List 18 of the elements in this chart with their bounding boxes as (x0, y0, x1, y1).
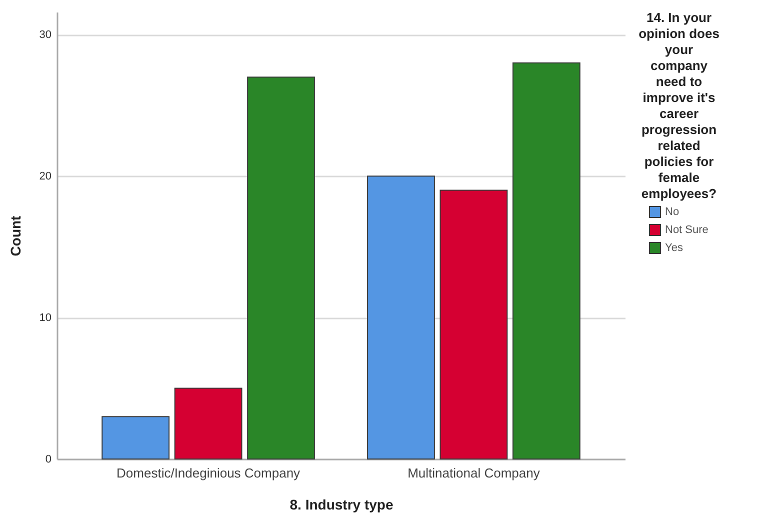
legend-label: Yes (665, 242, 684, 254)
x-axis-title: 8. Industry type (290, 496, 394, 512)
bar (512, 62, 580, 460)
y-tick-label: 30 (39, 29, 52, 42)
x-tick-label: Multinational Company (408, 466, 540, 480)
y-tick-label: 0 (45, 454, 52, 466)
y-axis-title: Count (7, 215, 24, 256)
text: 14. In your opinion does your company need to improve it's career progression related policies for female employees? (638, 10, 720, 201)
y-tick-label: 10 (39, 312, 52, 324)
legend-label: Not Sure (665, 224, 708, 236)
y-tick-label: 20 (39, 170, 52, 183)
bar (367, 176, 435, 460)
bar (247, 76, 315, 460)
bar (102, 416, 170, 460)
x-tick-label: Domestic/Indeginious Company (116, 466, 301, 480)
bar (174, 388, 242, 460)
legend-label: No (665, 206, 680, 218)
bar (440, 190, 508, 460)
